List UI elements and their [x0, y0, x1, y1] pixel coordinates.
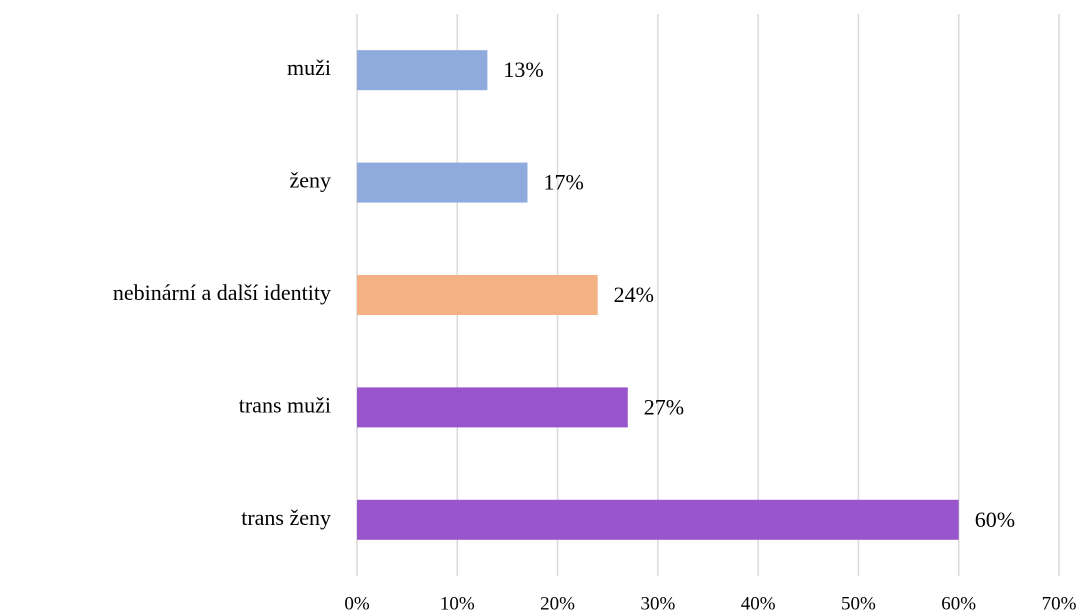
x-tick-label: 20% [540, 593, 575, 614]
y-tick-label: trans ženy [241, 505, 331, 530]
x-tick-label: 30% [640, 593, 675, 614]
bar [357, 162, 528, 203]
x-tick-label: 10% [440, 593, 475, 614]
bar [357, 387, 628, 428]
x-tick-label: 50% [841, 593, 876, 614]
bar [357, 50, 488, 91]
x-tick-label: 0% [344, 593, 370, 614]
bar [357, 275, 598, 315]
y-tick-label: muži [287, 55, 331, 80]
bar [357, 499, 959, 540]
data-label: 27% [644, 394, 684, 419]
y-tick-label: nebinární a další identity [113, 280, 331, 305]
y-tick-label: trans muži [239, 392, 331, 417]
data-label: 60% [975, 507, 1015, 532]
x-tick-label: 70% [1042, 593, 1077, 614]
x-tick-label: 60% [941, 593, 976, 614]
data-label: 13% [503, 57, 543, 82]
x-tick-label: 40% [741, 593, 776, 614]
y-tick-label: ženy [289, 168, 331, 193]
data-label: 24% [614, 282, 654, 307]
data-label: 17% [543, 170, 583, 195]
